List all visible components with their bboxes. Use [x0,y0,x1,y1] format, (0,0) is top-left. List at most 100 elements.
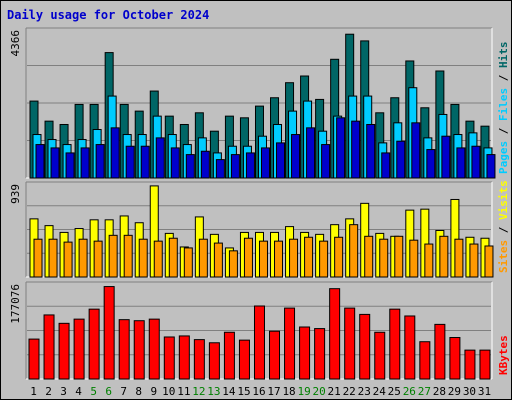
legend: KBytes [497,335,510,375]
bar-pages-day-12 [200,150,210,179]
legend: Sites / Visits [497,180,510,273]
day-label-19: 19 [297,385,310,398]
bar-kbytes-day-22 [344,307,356,380]
bar-sites-day-31 [484,245,494,278]
day-label-22: 22 [343,385,356,398]
legend-hits: Hits [497,42,510,69]
bar-kbytes-day-24 [374,331,386,380]
day-label-5: 5 [90,385,97,398]
bar-pages-day-11 [185,154,195,179]
bar-pages-day-4 [80,147,90,179]
bar-sites-day-26 [409,239,419,278]
bar-pages-day-14 [230,154,240,179]
bar-pages-day-21 [336,117,346,179]
day-label-25: 25 [388,385,401,398]
day-label-15: 15 [237,385,250,398]
bar-pages-day-9 [155,137,165,179]
bar-sites-day-18 [289,238,299,278]
bar-sites-day-3 [63,241,73,278]
bar-kbytes-day-16 [253,305,265,380]
bar-pages-day-15 [245,152,255,179]
bar-pages-day-24 [381,152,391,179]
day-label-28: 28 [433,385,446,398]
legend-files: Files [497,88,510,121]
bar-pages-day-10 [170,147,180,179]
bar-kbytes-day-3 [58,322,70,380]
bar-kbytes-day-12 [193,339,205,380]
bar-kbytes-day-30 [464,349,476,380]
day-label-20: 20 [313,385,326,398]
bar-kbytes-day-6 [103,286,115,380]
bar-pages-day-22 [351,120,361,179]
day-label-29: 29 [448,385,461,398]
bar-kbytes-day-10 [163,336,175,380]
day-label-16: 16 [252,385,265,398]
bar-pages-day-23 [366,123,376,179]
bar-pages-day-5 [95,144,105,179]
bar-pages-day-2 [50,147,60,179]
bar-kbytes-day-1 [28,338,40,380]
day-label-12: 12 [192,385,205,398]
bar-sites-day-15 [243,237,253,278]
bar-pages-day-1 [35,144,45,179]
bar-kbytes-day-14 [223,331,235,380]
bar-kbytes-day-29 [449,337,461,380]
day-label-30: 30 [463,385,476,398]
bar-kbytes-day-19 [299,326,311,380]
bar-kbytes-day-13 [208,342,220,380]
bar-pages-day-31 [486,154,496,179]
bar-sites-day-8 [138,238,148,278]
day-label-1: 1 [30,385,37,398]
bar-pages-day-26 [411,122,421,179]
legend-kbytes: KBytes [497,335,510,375]
day-label-14: 14 [222,385,236,398]
day-label-24: 24 [373,385,387,398]
bar-pages-day-16 [260,147,270,179]
day-label-7: 7 [120,385,127,398]
bar-kbytes-day-23 [359,313,371,380]
bar-pages-day-7 [125,145,135,179]
bar-pages-day-8 [140,145,150,179]
bar-kbytes-day-8 [133,320,145,380]
bar-kbytes-day-26 [404,315,416,380]
bar-sites-day-24 [379,238,389,278]
legend-separator: / [497,220,510,240]
day-label-2: 2 [45,385,52,398]
bar-sites-day-20 [319,240,329,278]
bar-kbytes-day-2 [43,314,55,380]
bar-pages-day-18 [291,134,301,179]
bar-pages-day-28 [441,135,451,179]
bar-pages-day-30 [471,145,481,179]
day-label-21: 21 [328,385,341,398]
bar-sites-day-5 [93,240,103,278]
day-label-9: 9 [150,385,157,398]
bar-sites-day-22 [349,224,359,278]
bar-pages-day-20 [321,144,331,179]
chart-title: Daily usage for October 2024 [7,8,210,22]
day-label-6: 6 [105,385,112,398]
bar-kbytes-day-28 [434,323,446,380]
bar-kbytes-day-17 [269,330,281,380]
legend-sites: Sites [497,240,510,273]
day-label-27: 27 [418,385,431,398]
bar-sites-day-17 [274,240,284,278]
day-label-13: 13 [207,385,220,398]
bar-kbytes-day-11 [178,335,190,380]
bar-kbytes-day-9 [148,318,160,380]
bar-sites-day-27 [424,243,434,278]
day-label-17: 17 [267,385,280,398]
bar-sites-day-9 [153,240,163,278]
bar-sites-day-16 [258,240,268,278]
bar-sites-day-4 [78,238,88,278]
bar-sites-day-28 [439,235,449,278]
bar-kbytes-day-4 [73,318,85,380]
day-label-31: 31 [478,385,491,398]
bar-pages-day-19 [306,127,316,179]
bar-kbytes-day-7 [118,319,130,380]
legend-pages: Pages [497,141,510,174]
bar-pages-day-29 [456,147,466,179]
bar-pages-day-6 [110,127,120,179]
day-label-18: 18 [282,385,295,398]
